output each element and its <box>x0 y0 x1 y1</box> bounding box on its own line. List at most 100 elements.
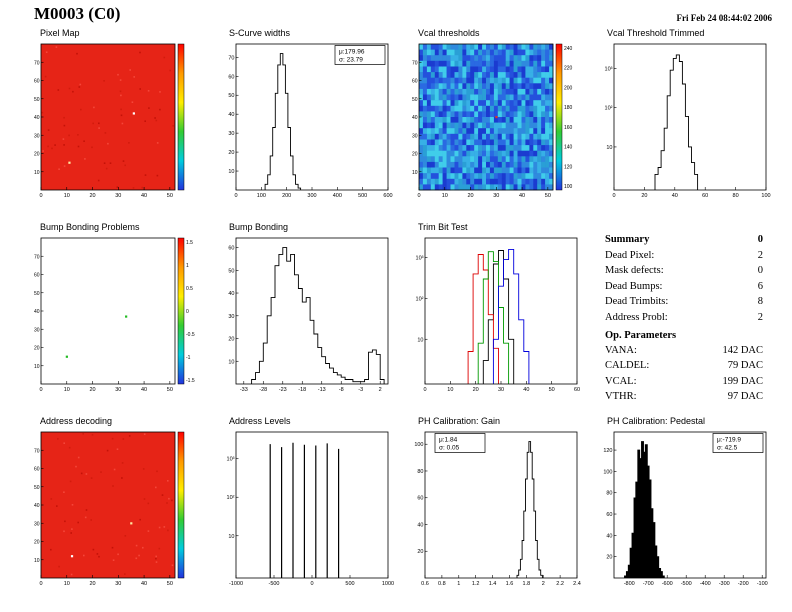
summary-label: Address Probl: <box>605 311 668 323</box>
address-decoding-canvas: 10 20 30 40 50 60 70 0 10 20 30 40 50 <box>34 431 185 587</box>
plots-grid: Pixel Map 10 20 30 40 50 60 70 0 10 20 30 40 50 S-Cu… <box>26 24 782 606</box>
svg-text:30: 30 <box>228 131 234 137</box>
op-value: 199 DAC <box>722 375 763 387</box>
plot-address-levels: Address Levels 10 10² 10³ -1000 -500 0 500 1000 <box>215 412 404 606</box>
svg-text:40: 40 <box>228 291 234 297</box>
svg-text:40: 40 <box>412 115 418 121</box>
svg-text:-500: -500 <box>681 581 692 587</box>
plot-title: PH Calibration: Pedestal <box>607 416 706 426</box>
svg-text:140: 140 <box>564 145 573 151</box>
summary-value: 8 <box>757 296 763 307</box>
svg-text:70: 70 <box>34 254 40 260</box>
svg-text:70: 70 <box>228 55 234 61</box>
svg-text:50: 50 <box>545 193 551 199</box>
svg-text:20: 20 <box>89 387 95 393</box>
svg-text:20: 20 <box>641 193 647 199</box>
svg-text:20: 20 <box>417 549 423 555</box>
op-row-caldel: CALDEL: 79 DAC <box>605 360 763 371</box>
address-levels-canvas: 10 10² 10³ -1000 -500 0 500 1000 <box>227 431 394 587</box>
svg-text:100: 100 <box>761 193 770 199</box>
svg-text:2: 2 <box>542 581 545 587</box>
svg-text:40: 40 <box>34 503 40 509</box>
bump-bonding-problems-canvas: 10 20 30 40 50 60 70 0 10 20 30 40 50 1.5 1 0.5 0 -0.5 -1 -… <box>34 237 195 393</box>
svg-text:10: 10 <box>447 387 453 393</box>
svg-text:10³: 10³ <box>605 66 613 72</box>
plot-title: Pixel Map <box>40 28 80 38</box>
svg-text:10³: 10³ <box>227 457 235 463</box>
svg-text:0: 0 <box>39 193 42 199</box>
op-label: CALDEL: <box>605 360 650 371</box>
svg-text:10: 10 <box>412 170 418 176</box>
ph-pedestal-canvas: 20 40 60 80 100 120 -800 -700 -600 -500 -400 -300 -2… <box>603 431 768 587</box>
svg-text:10: 10 <box>34 170 40 176</box>
op-label: VANA: <box>605 344 637 356</box>
op-value: 97 DAC <box>727 391 763 402</box>
svg-text:σ: 0.05: σ: 0.05 <box>439 445 460 452</box>
svg-text:2.2: 2.2 <box>556 581 564 587</box>
svg-text:1000: 1000 <box>382 581 394 587</box>
plot-title: S-Curve widths <box>229 28 291 38</box>
svg-text:120: 120 <box>564 164 573 170</box>
summary-panel: Summary 0 Dead Pixel: 2 Mask defects: 0 … <box>593 218 782 412</box>
svg-text:30: 30 <box>228 314 234 320</box>
svg-text:-8: -8 <box>339 387 344 393</box>
svg-text:400: 400 <box>333 193 342 199</box>
svg-text:μ:1.84: μ:1.84 <box>439 437 458 444</box>
vcal-threshold-trimmed-canvas: 10 10² 10³ 0 20 40 60 80 100 <box>605 43 771 199</box>
summary-value: 2 <box>757 311 763 323</box>
svg-text:-28: -28 <box>259 387 267 393</box>
plot-title: Address decoding <box>40 416 113 426</box>
op-label: VCAL: <box>605 375 637 387</box>
svg-text:1.4: 1.4 <box>489 581 497 587</box>
svg-text:50: 50 <box>34 97 40 103</box>
svg-text:2: 2 <box>379 387 382 393</box>
svg-text:10: 10 <box>228 534 234 540</box>
svg-text:40: 40 <box>523 387 529 393</box>
svg-text:-300: -300 <box>719 581 730 587</box>
svg-text:10: 10 <box>64 193 70 199</box>
svg-text:30: 30 <box>498 387 504 393</box>
plot-vcal-threshold-trimmed: Vcal Threshold Trimmed 10 10² 10³ 0 20 40 60 80… <box>593 24 782 218</box>
svg-text:30: 30 <box>412 133 418 139</box>
summary-row-dead-bumps: Dead Bumps: 6 <box>605 281 763 292</box>
svg-text:300: 300 <box>307 193 316 199</box>
svg-text:1: 1 <box>457 581 460 587</box>
svg-text:70: 70 <box>412 60 418 66</box>
svg-text:50: 50 <box>228 93 234 99</box>
svg-text:30: 30 <box>493 193 499 199</box>
svg-text:0.5: 0.5 <box>186 286 193 292</box>
svg-text:40: 40 <box>519 193 525 199</box>
svg-text:50: 50 <box>167 193 173 199</box>
svg-text:50: 50 <box>34 291 40 297</box>
svg-text:1.2: 1.2 <box>472 581 480 587</box>
svg-text:180: 180 <box>564 105 573 111</box>
bump-bonding-canvas: 10 20 30 40 50 60 -33 -28 -23 -18 -13 -8 -3 2 <box>228 237 389 393</box>
plot-title: Bump Bonding <box>229 222 289 232</box>
svg-text:500: 500 <box>358 193 367 199</box>
trim-bit-test-canvas: 10 10² 10³ 0 10 20 30 40 50 60 <box>416 237 580 393</box>
svg-text:200: 200 <box>282 193 291 199</box>
svg-text:20: 20 <box>34 152 40 158</box>
svg-text:20: 20 <box>34 540 40 546</box>
svg-text:40: 40 <box>606 533 612 539</box>
svg-text:30: 30 <box>115 387 121 393</box>
svg-text:1.5: 1.5 <box>186 240 193 246</box>
svg-text:-600: -600 <box>662 581 673 587</box>
svg-text:-400: -400 <box>700 581 711 587</box>
svg-text:220: 220 <box>564 66 573 72</box>
svg-text:200: 200 <box>564 85 573 91</box>
svg-text:20: 20 <box>89 581 95 587</box>
svg-text:70: 70 <box>34 448 40 454</box>
op-label: VTHR: <box>605 391 637 402</box>
op-row-vana: VANA: 142 DAC <box>605 345 763 356</box>
svg-text:0: 0 <box>39 387 42 393</box>
svg-text:-33: -33 <box>240 387 248 393</box>
svg-text:20: 20 <box>228 150 234 156</box>
svg-text:20: 20 <box>467 193 473 199</box>
pixel-map-canvas: 10 20 30 40 50 60 70 0 10 20 30 40 50 <box>34 43 185 199</box>
svg-text:10²: 10² <box>227 495 235 501</box>
svg-text:20: 20 <box>34 346 40 352</box>
svg-text:10: 10 <box>34 364 40 370</box>
svg-text:0: 0 <box>612 193 615 199</box>
